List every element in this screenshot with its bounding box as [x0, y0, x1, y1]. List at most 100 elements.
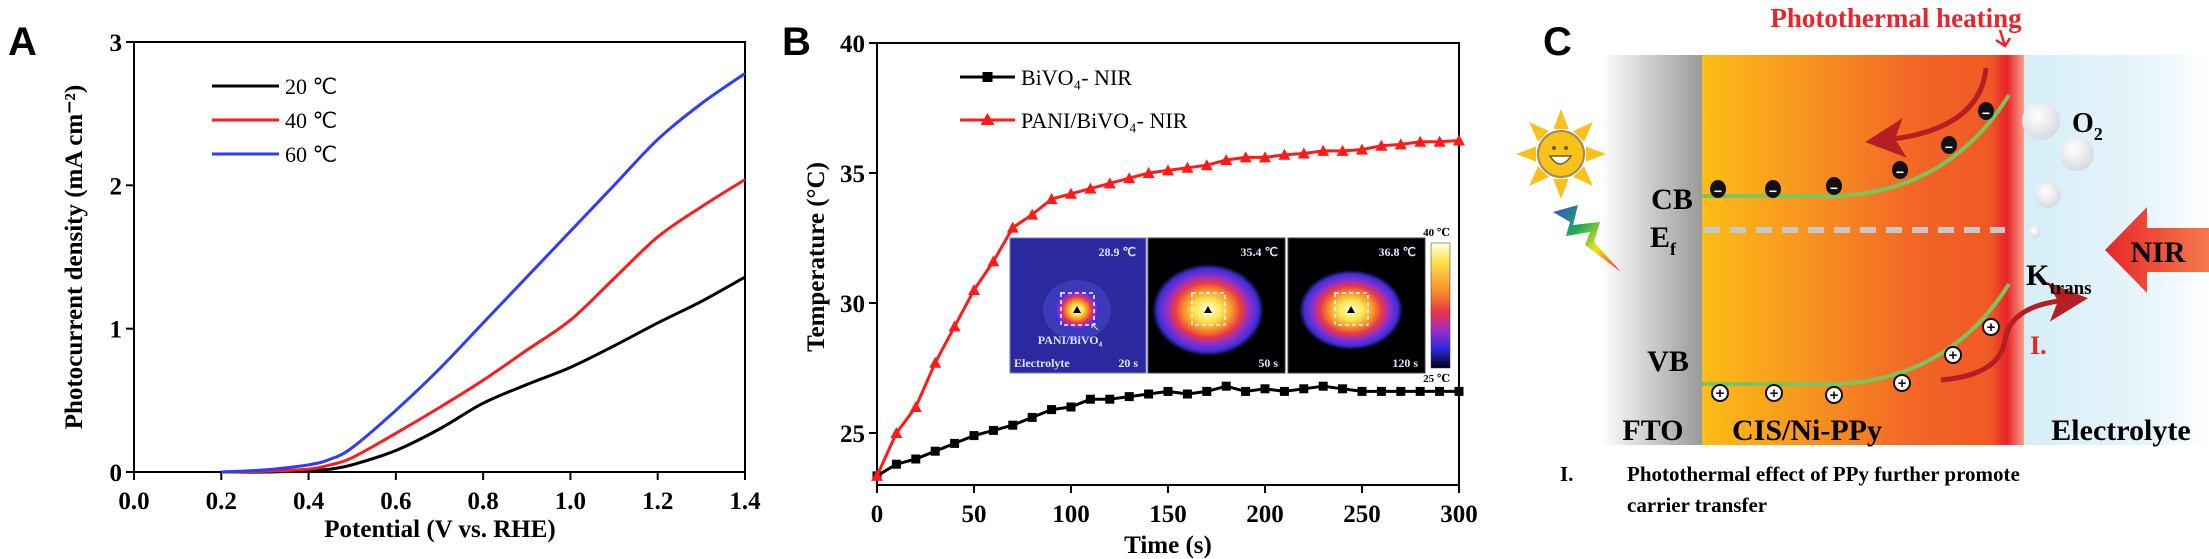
diagram-title: Photothermal heating [1770, 3, 2022, 33]
valence-band [1702, 282, 2011, 386]
electron-sign: − [1714, 183, 1722, 199]
data-point-triangle [1123, 172, 1136, 184]
electron-sign: − [1830, 180, 1838, 196]
data-point-square [1279, 386, 1289, 396]
step-marker: I. [2030, 331, 2047, 360]
data-point-square [930, 446, 940, 456]
chart-b-ylabel: Temperature (°C) [803, 162, 830, 352]
chart-a: 0.0 0.2 0.4 0.6 0.8 1.0 1.2 1.4 0 1 2 3 Potential (… [61, 30, 761, 543]
data-point-square [891, 459, 901, 469]
electron-icon [1765, 180, 1781, 198]
chart-b-xlabel: Time (s) [1124, 532, 1212, 559]
absorber-label: CIS/Ni-PPy [1732, 414, 1882, 447]
sun-ray [1516, 146, 1537, 162]
sample-marker-icon [1073, 306, 1081, 313]
x-tick-label: 0.8 [468, 488, 499, 515]
legend-label: 40 ℃ [285, 108, 337, 133]
data-point-triangle [1084, 182, 1097, 194]
electron-sign: − [1769, 183, 1777, 199]
o2-bubble [2060, 137, 2094, 171]
data-point-triangle [1200, 159, 1213, 171]
data-point-square [1338, 384, 1348, 394]
chart-b: 0 50 100 150 200 250 300 25 30 35 40 28.9 ℃ PANI/B… [803, 31, 1478, 559]
conduction-band [1702, 93, 2011, 198]
thermal-sample-label: PANI/BiVO₄ [1038, 333, 1103, 347]
legend-label: PANI/BiVO₄- NIR [1021, 108, 1188, 133]
sun-ray [1585, 146, 1606, 162]
hole-icon [1765, 384, 1783, 402]
fto-layer [1600, 55, 1702, 445]
electron-sign: − [1945, 139, 1953, 155]
sample-box [1191, 292, 1226, 326]
heated-interface [1990, 55, 2024, 445]
data-point-triangle [1278, 148, 1291, 160]
panel-label-c: C [1543, 20, 1572, 64]
x-tick-label: 0.2 [206, 488, 237, 515]
x-tick-label: 300 [1440, 501, 1478, 528]
y-tick-label: 1 [110, 317, 123, 344]
data-point-square [1144, 389, 1154, 399]
hole-sign: + [1949, 347, 1958, 364]
data-point-triangle [1297, 147, 1310, 159]
data-point-square [1047, 405, 1057, 415]
x-tick-label: 100 [1052, 501, 1090, 528]
data-point-square [911, 454, 921, 464]
data-point-triangle [968, 284, 980, 295]
ef-label: Ef [1650, 221, 1677, 259]
series-line [221, 72, 746, 474]
data-point-triangle [1065, 187, 1077, 199]
data-point-triangle [929, 356, 942, 368]
sun-ray [1529, 122, 1549, 142]
sample-box [1060, 292, 1095, 326]
data-point-triangle [1317, 144, 1330, 156]
sun-ray [1573, 166, 1593, 186]
data-point-triangle [1026, 208, 1039, 220]
data-point-square [1435, 386, 1445, 396]
x-tick-label: 0.4 [293, 488, 325, 515]
data-point-square [1241, 386, 1251, 396]
data-point-square [1357, 386, 1367, 396]
data-point-square [1202, 386, 1212, 396]
panel-label-b: B [782, 20, 811, 64]
sun-ray [1573, 122, 1593, 142]
data-point-triangle [1453, 134, 1465, 146]
data-point-triangle [1181, 161, 1194, 173]
data-point-square [1066, 402, 1076, 412]
o2-bubble [2022, 102, 2060, 140]
chart-b-legend: BiVO₄- NIR PANI/BiVO₄- NIR [960, 65, 1188, 133]
chart-a-frame [133, 41, 746, 473]
y-tick-label: 2 [110, 173, 123, 200]
series-line [221, 178, 746, 474]
x-tick-label: 1.2 [642, 488, 673, 515]
thermal-temp-20s: 28.9 ℃ [1099, 245, 1136, 259]
hole-sign: + [1770, 385, 1779, 402]
electron-sign: − [1896, 164, 1904, 180]
data-point-square [1415, 386, 1425, 396]
electron-icon [1941, 136, 1957, 154]
y-tick-label: 35 [840, 161, 865, 188]
panel-label-a: A [8, 20, 37, 64]
data-point-triangle [1375, 139, 1388, 151]
x-tick-label: 50 [962, 501, 987, 528]
y-tick-label: 25 [840, 421, 865, 448]
thermal-time-50s: 50 s [1258, 356, 1278, 370]
thermal-time-20s: 20 s [1118, 356, 1138, 370]
data-point-triangle [1356, 143, 1368, 155]
thermal-inset: 28.9 ℃ PANI/BiVO₄ Electrolyte 20 s 35.4 … [1009, 227, 1451, 385]
data-point-triangle [1045, 193, 1058, 204]
x-tick-label: 150 [1149, 501, 1187, 528]
data-point-triangle [1220, 154, 1233, 165]
electron-icon [1978, 102, 1994, 120]
sun-ray [1529, 166, 1549, 186]
holes: + + + + + + [1711, 318, 2000, 404]
o2-label: O2 [2072, 108, 2103, 144]
electron-icon [1710, 180, 1726, 198]
x-tick-label: 250 [1343, 501, 1381, 528]
data-point-square [1027, 412, 1037, 422]
fto-label: FTO [1622, 414, 1683, 447]
electron-icon [1892, 161, 1908, 179]
y-tick-label: 3 [110, 30, 123, 57]
data-point-triangle [1259, 151, 1271, 163]
legend-label: 20 ℃ [285, 74, 337, 99]
electron-flow-arrow-icon [1865, 67, 1989, 158]
